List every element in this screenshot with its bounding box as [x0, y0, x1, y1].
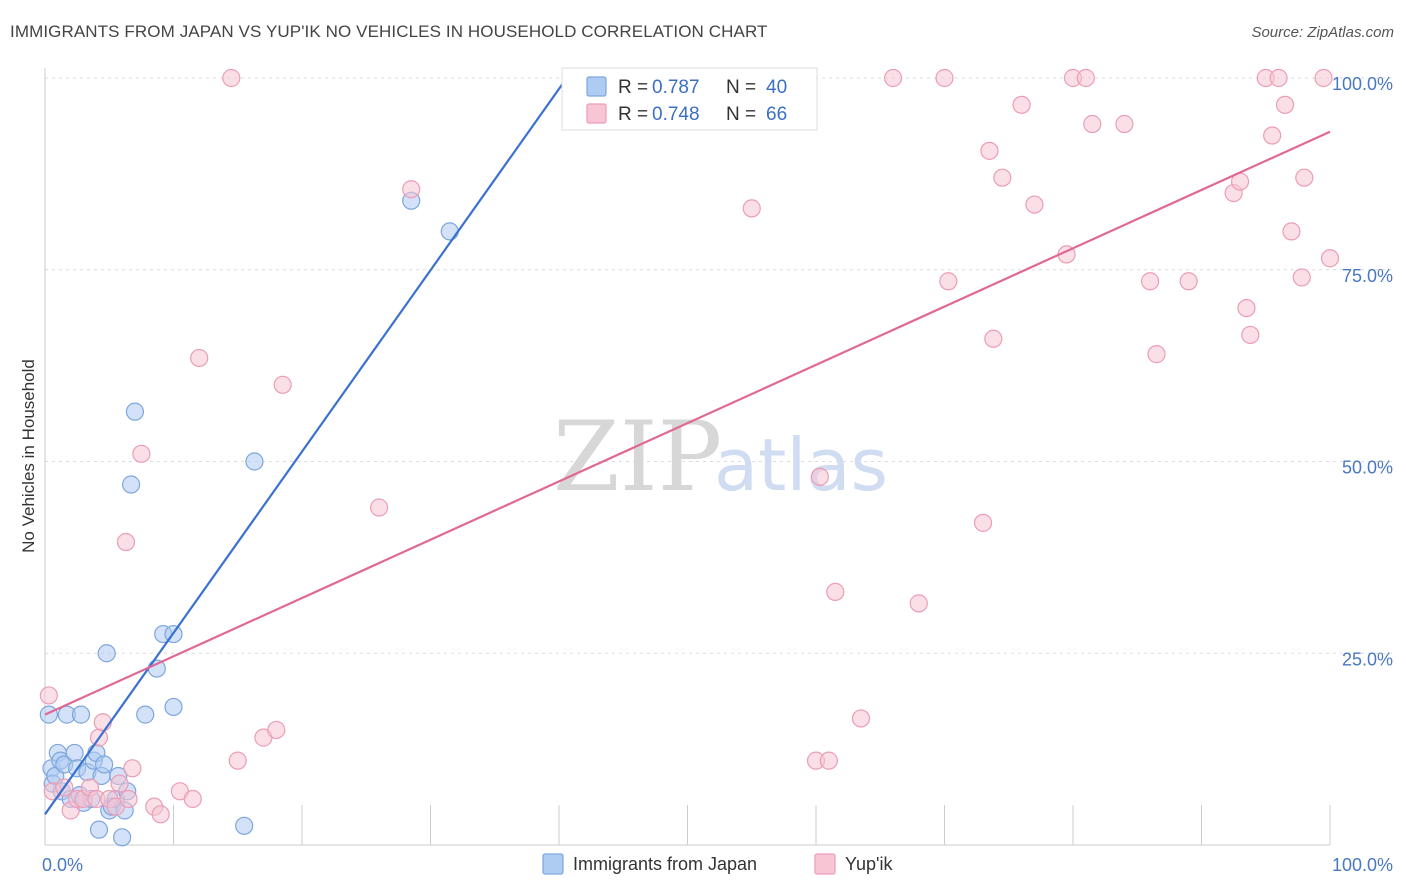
legend-r-value-yupik: 0.748 — [652, 104, 700, 125]
legend-n-label-japan: N = — [726, 77, 756, 98]
point-japan-27 — [112, 828, 132, 847]
x-tick-label-0: 0.0% — [42, 855, 83, 875]
point-japan-36 — [164, 697, 183, 717]
point-japan-0 — [39, 705, 58, 724]
point-japan-22 — [97, 644, 116, 663]
point-yupik-42 — [980, 141, 999, 160]
legend-stats: R = 0.787 N = 40 R = 0.748 N = 66 — [561, 67, 818, 131]
point-japan-10 — [65, 743, 84, 763]
point-japan-31 — [125, 402, 145, 421]
y-tick-label-0: 25.0% — [1342, 649, 1393, 669]
point-yupik-15 — [123, 759, 142, 778]
bottom-legend-swatch-japan — [542, 853, 564, 875]
point-yupik-51 — [1115, 114, 1134, 134]
point-yupik-44 — [993, 168, 1012, 187]
point-yupik-64 — [1292, 268, 1311, 287]
bottom-legend-label-yupik: Yup'ik — [845, 854, 893, 874]
point-yupik-9 — [93, 713, 112, 732]
point-yupik-66 — [1314, 68, 1333, 88]
point-yupik-61 — [1269, 68, 1288, 88]
point-japan-13 — [71, 705, 91, 724]
legend-r-value-japan: 0.787 — [652, 77, 700, 98]
y-axis-label: No Vehicles in Household — [19, 359, 38, 553]
point-yupik-38 — [909, 594, 928, 613]
point-yupik-60 — [1263, 126, 1282, 145]
point-yupik-53 — [1147, 345, 1166, 364]
point-yupik-46 — [1025, 195, 1044, 214]
legend-swatch-yupik — [586, 103, 607, 124]
point-yupik-35 — [826, 582, 845, 601]
trendlines — [44, 77, 1331, 815]
point-yupik-36 — [851, 709, 871, 728]
point-yupik-14 — [119, 789, 138, 809]
point-japan-19 — [89, 820, 109, 839]
point-yupik-50 — [1083, 114, 1102, 134]
trendline-japan — [44, 77, 568, 815]
point-yupik-12 — [110, 774, 129, 793]
point-yupik-22 — [222, 68, 241, 88]
bottom-legend-label-japan: Immigrants from Japan — [573, 854, 757, 874]
point-yupik-37 — [883, 68, 903, 88]
point-yupik-13 — [116, 532, 136, 552]
gridlines — [45, 77, 1395, 654]
y-tick-label-2: 75.0% — [1342, 266, 1393, 286]
legend-n-value-japan: 40 — [766, 77, 787, 98]
point-yupik-0 — [39, 686, 58, 705]
point-yupik-26 — [273, 375, 292, 394]
point-japan-30 — [121, 475, 141, 494]
point-yupik-28 — [402, 180, 421, 199]
watermark: ZIP atlas — [553, 401, 888, 513]
point-yupik-39 — [935, 68, 954, 88]
point-yupik-52 — [1140, 272, 1160, 291]
trendline-yupik — [44, 130, 1331, 716]
legend-series: Immigrants from Japan Yup'ik — [542, 853, 893, 875]
y-tick-label-3: 100.0% — [1332, 74, 1393, 94]
point-japan-32 — [136, 705, 155, 724]
point-japan-21 — [95, 755, 114, 774]
point-yupik-40 — [939, 272, 958, 291]
point-yupik-49 — [1076, 68, 1095, 88]
point-yupik-57 — [1237, 299, 1256, 318]
point-yupik-25 — [267, 720, 286, 740]
point-yupik-16 — [132, 444, 151, 463]
x-tick-label-1: 100.0% — [1332, 855, 1393, 875]
point-yupik-63 — [1282, 222, 1301, 241]
point-yupik-41 — [973, 513, 993, 532]
point-yupik-43 — [984, 329, 1003, 348]
bottom-legend-swatch-yupik — [814, 853, 836, 875]
point-japan-37 — [235, 816, 254, 835]
legend-n-value-yupik: 66 — [766, 104, 787, 125]
point-japan-40 — [440, 222, 459, 241]
watermark-atlas: atlas — [714, 423, 888, 507]
point-yupik-58 — [1241, 325, 1260, 345]
point-yupik-21 — [190, 348, 209, 368]
legend-swatch-japan — [586, 76, 607, 97]
chart-source: Source: ZipAtlas.com — [1251, 24, 1394, 41]
chart-title: IMMIGRANTS FROM JAPAN VS YUP'IK NO VEHIC… — [10, 22, 768, 41]
point-yupik-30 — [742, 199, 761, 218]
point-yupik-34 — [810, 467, 829, 486]
legend-r-label-yupik: R = — [618, 104, 648, 125]
point-yupik-20 — [183, 789, 202, 809]
point-yupik-62 — [1275, 95, 1295, 114]
point-yupik-18 — [151, 805, 170, 824]
legend-r-label-japan: R = — [618, 77, 648, 98]
point-yupik-67 — [1320, 249, 1340, 268]
point-yupik-33 — [819, 751, 838, 770]
point-yupik-23 — [228, 751, 247, 770]
tick-labels: 25.0% 50.0% 75.0% 100.0% 0.0% 100.0% — [42, 74, 1393, 875]
point-japan-38 — [245, 452, 264, 471]
point-yupik-65 — [1295, 168, 1314, 187]
point-yupik-27 — [370, 498, 389, 517]
y-tick-label-1: 50.0% — [1342, 458, 1393, 478]
point-japan-33 — [147, 659, 166, 678]
point-yupik-54 — [1179, 272, 1198, 291]
point-yupik-45 — [1012, 95, 1031, 114]
legend-n-label-yupik: N = — [726, 104, 756, 125]
